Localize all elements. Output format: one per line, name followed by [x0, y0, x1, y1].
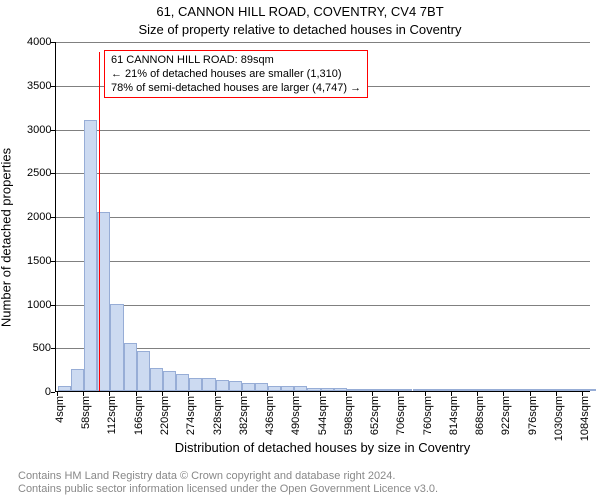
x-tick-label: 706sqm: [395, 396, 407, 435]
histogram-bar: [150, 368, 163, 391]
gridline: [56, 173, 590, 174]
y-tick-label: 4000: [27, 37, 51, 48]
x-tick-label: 274sqm: [185, 396, 197, 435]
x-tick-label: 328sqm: [212, 396, 224, 435]
subject-marker-line: [99, 52, 100, 392]
x-tick-label: 1084sqm: [579, 396, 591, 441]
x-tick-label: 4sqm: [54, 396, 66, 423]
histogram-bar: [294, 386, 307, 391]
histogram-bar: [504, 389, 517, 391]
gridline: [56, 130, 590, 131]
histogram-bar: [84, 120, 97, 391]
x-tick-label: 490sqm: [290, 396, 302, 435]
x-tick-label: 598sqm: [343, 396, 355, 435]
x-tick-label: 922sqm: [500, 396, 512, 435]
x-tick-label: 760sqm: [422, 396, 434, 435]
histogram-bar: [426, 389, 439, 391]
y-axis-label: Number of detached properties: [0, 148, 14, 327]
y-tick-label: 3500: [27, 81, 51, 92]
x-tick-label: 1030sqm: [553, 396, 565, 441]
gridline: [56, 305, 590, 306]
histogram-bar: [307, 388, 320, 391]
annotation-line-2: ← 21% of detached houses are smaller (1,…: [111, 67, 361, 81]
histogram-bar: [229, 381, 242, 391]
histogram-bar: [557, 389, 570, 391]
histogram-bar: [163, 371, 176, 391]
x-tick-label: 112sqm: [106, 396, 118, 434]
x-tick-label: 166sqm: [133, 396, 145, 435]
histogram-bar: [452, 389, 465, 391]
y-tick-label: 0: [27, 387, 51, 398]
y-tick-label: 3000: [27, 125, 51, 136]
histogram-bar: [189, 378, 202, 391]
histogram-bar: [583, 389, 596, 391]
y-tick-mark: [51, 392, 55, 393]
x-tick-label: 652sqm: [369, 396, 381, 435]
histogram-bar: [202, 378, 215, 391]
histogram-bar: [347, 389, 360, 391]
y-tick-label: 2000: [27, 212, 51, 223]
x-axis-label: Distribution of detached houses by size …: [55, 440, 590, 455]
histogram-bar: [124, 343, 137, 391]
histogram-bar: [321, 388, 334, 391]
x-tick-label: 436sqm: [264, 396, 276, 435]
histogram-bar: [334, 388, 347, 391]
histogram-bar: [255, 383, 268, 391]
gridline: [56, 217, 590, 218]
y-tick-label: 1000: [27, 300, 51, 311]
annotation-box: 61 CANNON HILL ROAD: 89sqm ← 21% of deta…: [104, 50, 368, 98]
histogram-bar: [544, 389, 557, 391]
x-tick-label: 382sqm: [238, 396, 250, 435]
y-tick-label: 1500: [27, 256, 51, 267]
histogram-bar: [478, 389, 491, 391]
histogram-bar: [373, 389, 386, 391]
histogram-bar: [439, 389, 452, 391]
histogram-bar: [399, 389, 412, 391]
histogram-bar: [176, 374, 189, 392]
histogram-bar: [216, 380, 229, 391]
histogram-bar: [110, 304, 123, 392]
annotation-line-1: 61 CANNON HILL ROAD: 89sqm: [111, 53, 361, 67]
footer-attribution: Contains HM Land Registry data © Crown c…: [18, 470, 590, 496]
x-tick-label: 58sqm: [80, 396, 92, 429]
histogram-bar: [360, 389, 373, 391]
histogram-bar: [58, 386, 71, 391]
y-tick-label: 2500: [27, 168, 51, 179]
x-tick-label: 976sqm: [527, 396, 539, 435]
annotation-line-3: 78% of semi-detached houses are larger (…: [111, 81, 361, 95]
plot-area: 61 CANNON HILL ROAD: 89sqm ← 21% of deta…: [55, 42, 590, 392]
histogram-bar: [386, 389, 399, 391]
histogram-bar: [465, 389, 478, 391]
x-tick-label: 544sqm: [317, 396, 329, 435]
x-tick-label: 814sqm: [448, 396, 460, 435]
histogram-bar: [71, 369, 84, 391]
histogram-bar: [281, 386, 294, 391]
histogram-bar: [413, 389, 426, 391]
histogram-bar: [268, 386, 281, 391]
chart-subtitle: Size of property relative to detached ho…: [0, 22, 600, 37]
page-root: 61, CANNON HILL ROAD, COVENTRY, CV4 7BT …: [0, 0, 600, 500]
chart-title: 61, CANNON HILL ROAD, COVENTRY, CV4 7BT: [0, 4, 600, 19]
histogram-bar: [570, 389, 583, 391]
histogram-bar: [137, 351, 150, 391]
y-tick-label: 500: [27, 343, 51, 354]
histogram-bar: [518, 389, 531, 391]
x-tick-label: 220sqm: [159, 396, 171, 435]
histogram-bar: [491, 389, 504, 391]
histogram-bar: [531, 389, 544, 391]
footer-line-1: Contains HM Land Registry data © Crown c…: [18, 470, 590, 483]
gridline: [56, 42, 590, 43]
footer-line-2: Contains public sector information licen…: [18, 483, 590, 496]
gridline: [56, 261, 590, 262]
histogram-bar: [242, 383, 255, 391]
x-tick-label: 868sqm: [474, 396, 486, 435]
